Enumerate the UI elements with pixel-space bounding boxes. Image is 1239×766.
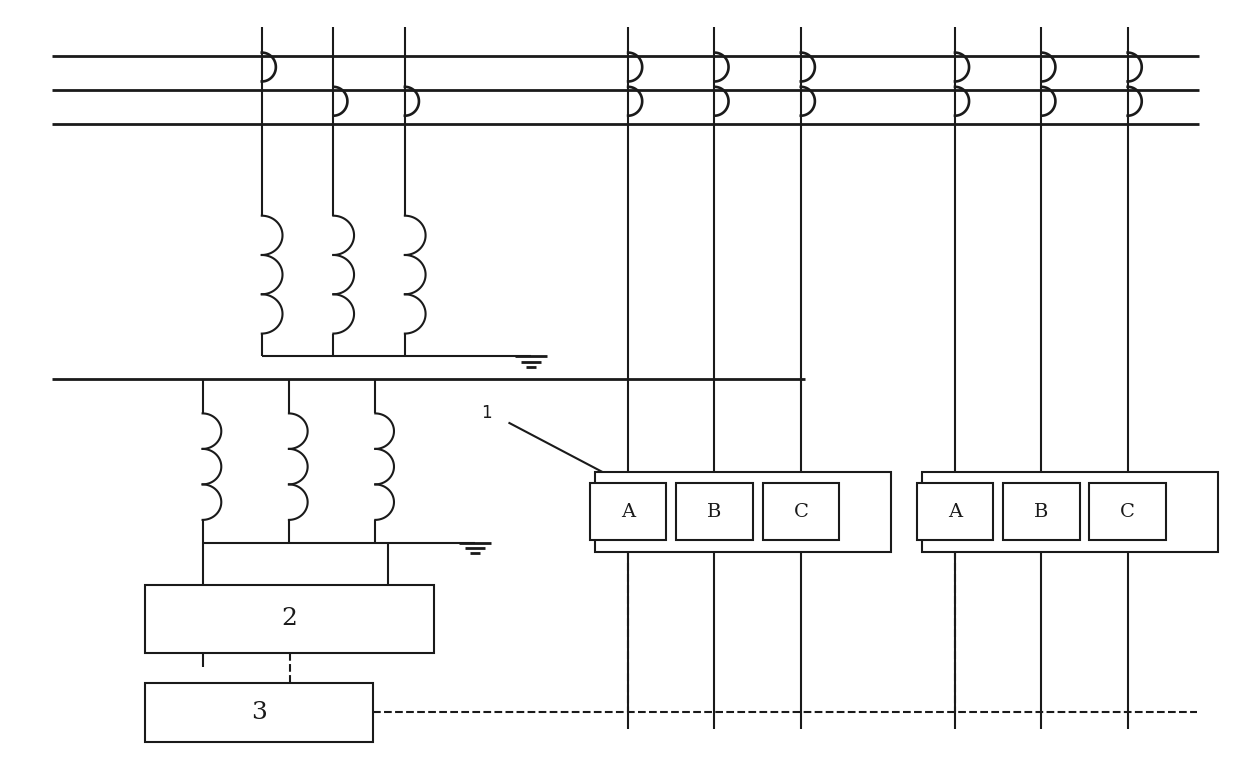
FancyBboxPatch shape	[145, 584, 435, 653]
FancyBboxPatch shape	[595, 472, 891, 552]
Text: C: C	[1120, 503, 1135, 521]
FancyBboxPatch shape	[676, 483, 753, 540]
FancyBboxPatch shape	[922, 472, 1218, 552]
Text: 1: 1	[481, 404, 492, 422]
Text: B: B	[707, 503, 721, 521]
Text: A: A	[621, 503, 636, 521]
Text: A: A	[948, 503, 961, 521]
FancyBboxPatch shape	[1004, 483, 1079, 540]
FancyBboxPatch shape	[1089, 483, 1166, 540]
Text: C: C	[793, 503, 808, 521]
FancyBboxPatch shape	[917, 483, 994, 540]
Text: B: B	[1035, 503, 1048, 521]
Text: 2: 2	[281, 607, 297, 630]
FancyBboxPatch shape	[590, 483, 667, 540]
FancyBboxPatch shape	[762, 483, 839, 540]
FancyBboxPatch shape	[145, 683, 373, 742]
Text: 3: 3	[250, 701, 266, 724]
